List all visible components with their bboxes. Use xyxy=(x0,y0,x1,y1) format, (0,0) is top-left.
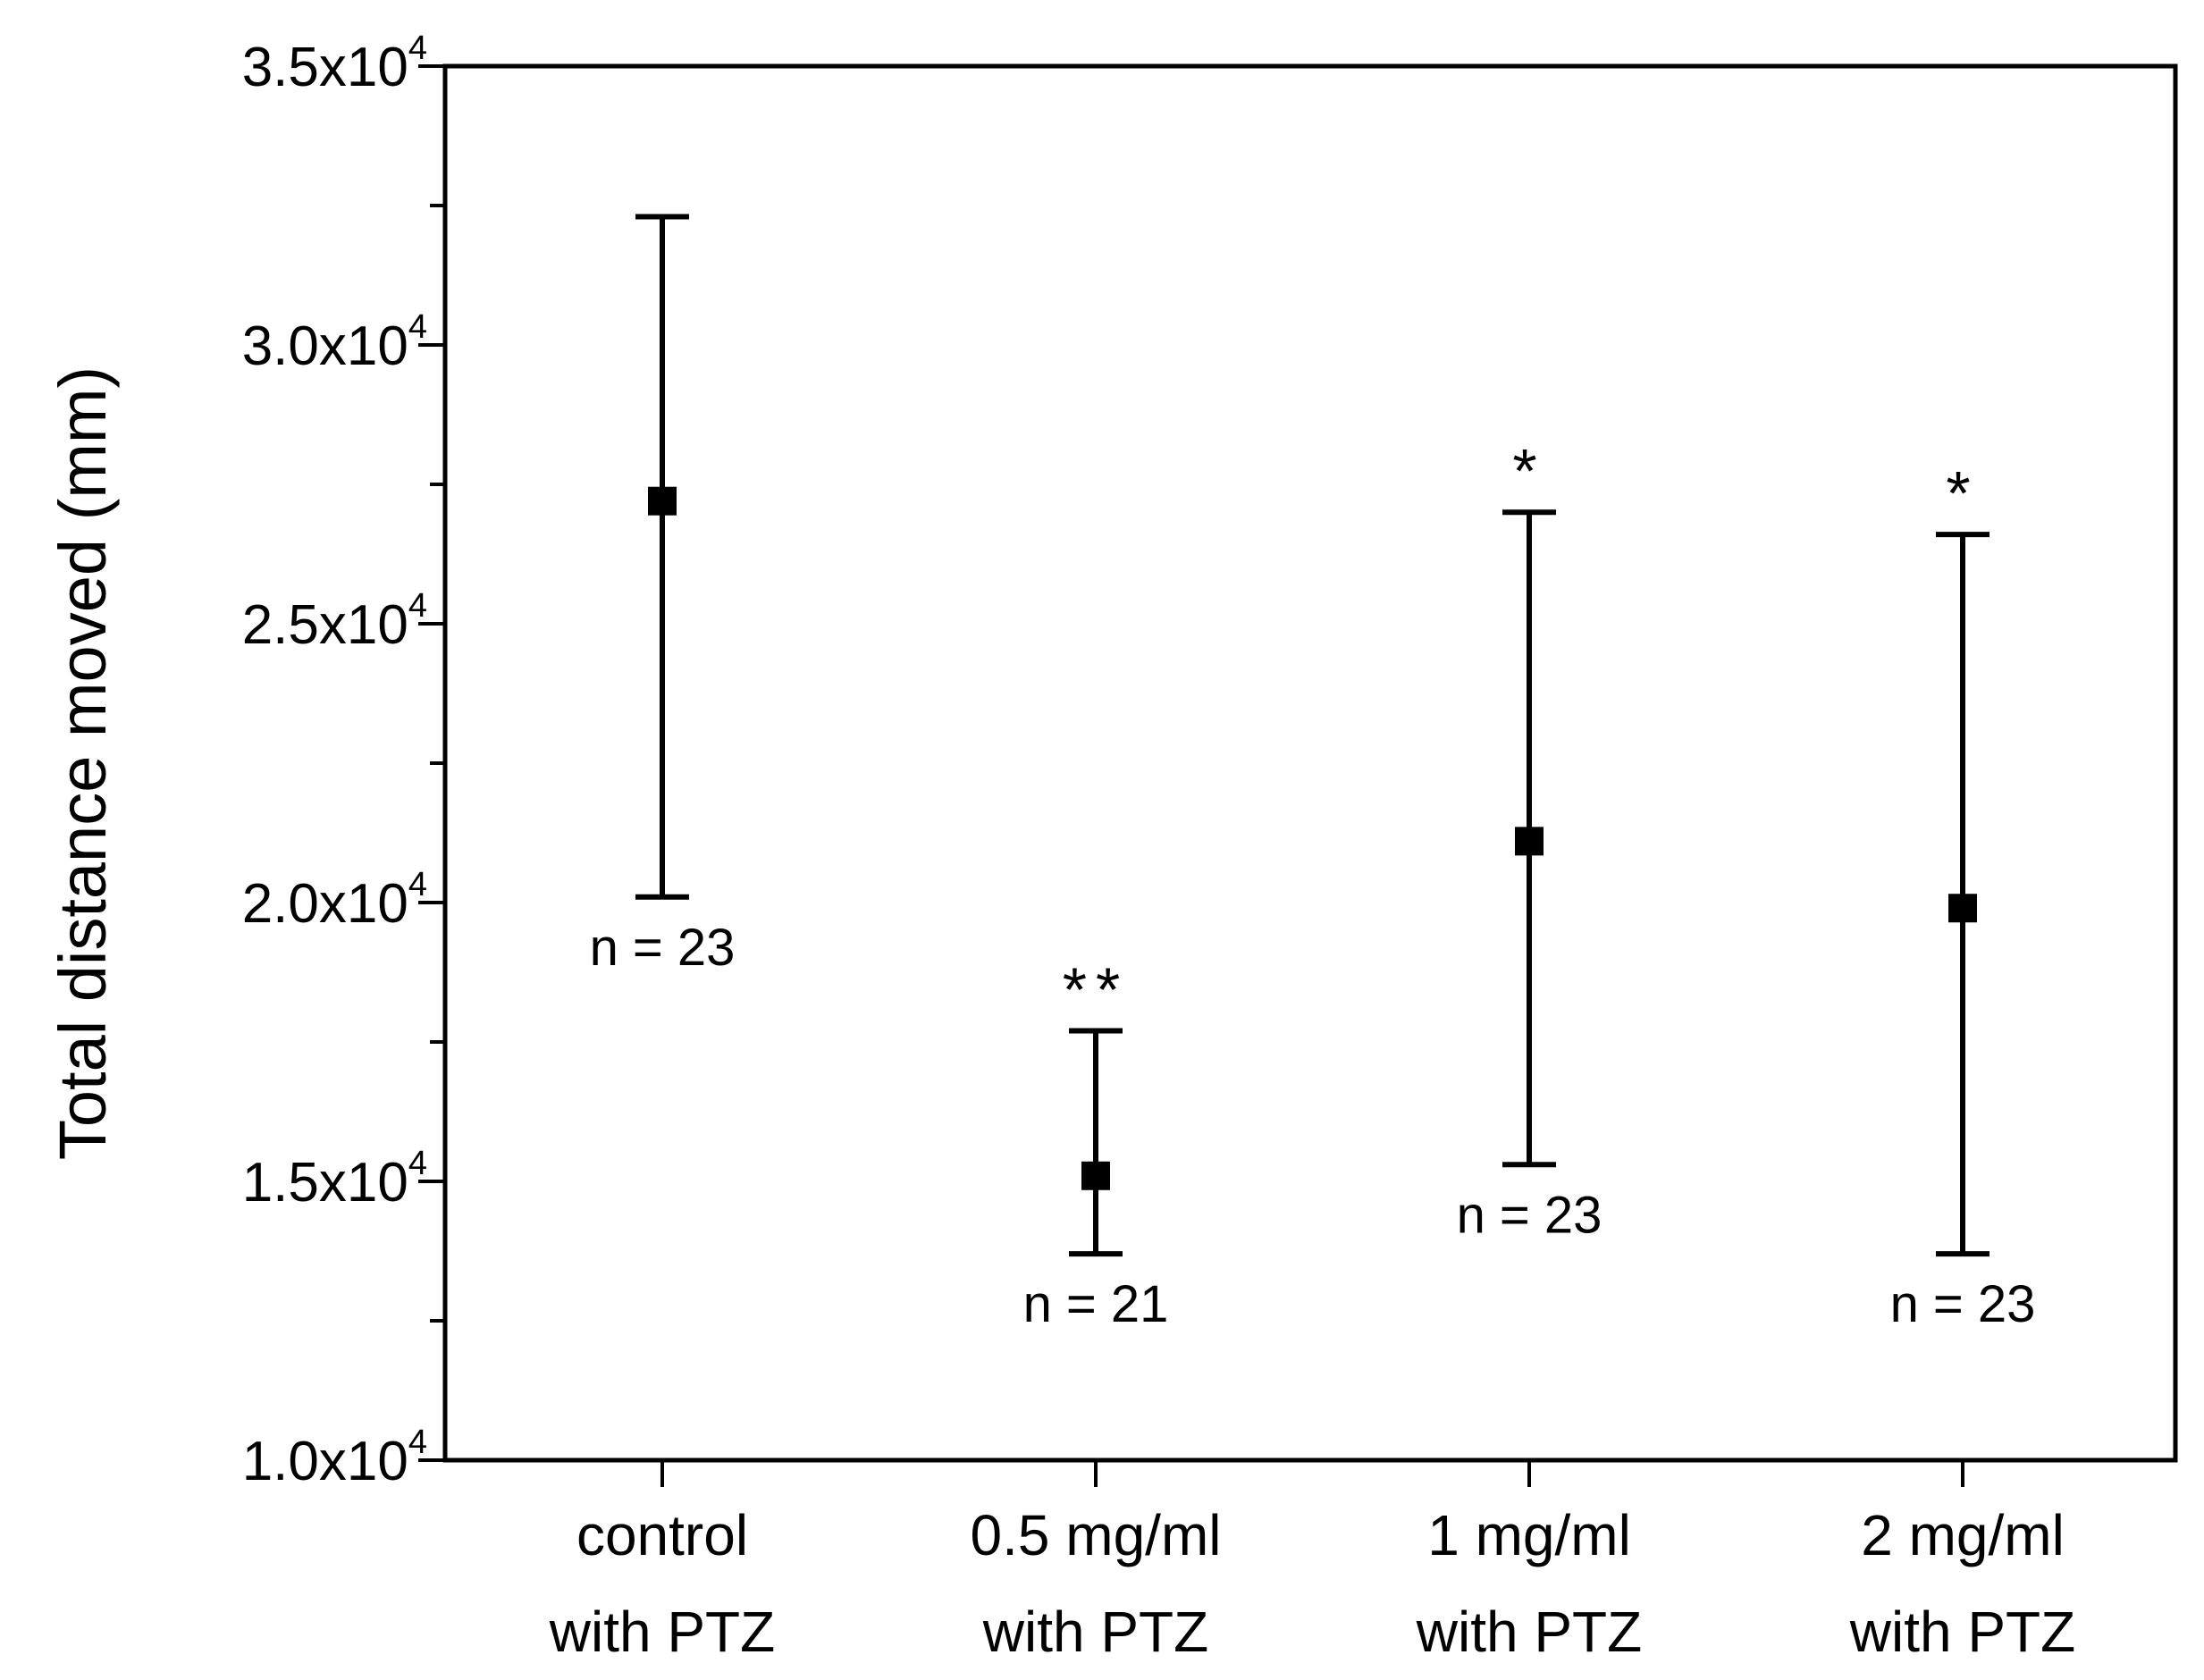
y-axis-label: Total distance moved (mm) xyxy=(46,366,120,1160)
y-axis-ticks: 1.0x1041.5x1042.0x1042.5x1043.0x1043.5x1… xyxy=(242,29,445,1492)
plot-frame xyxy=(442,63,2178,1463)
n-label: n = 23 xyxy=(590,919,736,977)
x-tick-label-line: 0.5 mg/ml xyxy=(971,1503,1222,1567)
n-label: n = 21 xyxy=(1023,1275,1169,1333)
y-tick-label: 2.0x104 xyxy=(242,866,427,935)
x-tick-label: 1 mg/ml with PTZ xyxy=(1416,1503,1642,1664)
significance-label: * xyxy=(1946,458,1979,528)
x-tick-label-line: with PTZ xyxy=(549,1600,775,1664)
x-tick-label-line: with PTZ xyxy=(1849,1600,2075,1664)
significance-label: ** xyxy=(1063,955,1129,1025)
x-tick-label-line: with PTZ xyxy=(1416,1600,1642,1664)
y-tick-mantissa: 3.0x10 xyxy=(242,315,408,377)
y-tick-label: 1.5x104 xyxy=(242,1145,427,1214)
x-tick-label-line: 2 mg/ml xyxy=(1861,1503,2065,1567)
x-tick-label-line: control xyxy=(576,1503,748,1567)
y-tick-exponent: 4 xyxy=(408,1145,427,1182)
y-tick-mantissa: 2.0x10 xyxy=(242,873,408,935)
y-tick-label: 1.0x104 xyxy=(242,1424,427,1492)
x-axis-ticks: control with PTZ 0.5 mg/ml with PTZ 1 mg/ml w… xyxy=(549,1460,2075,1664)
y-tick-mantissa: 1.5x10 xyxy=(242,1152,408,1214)
y-tick-mantissa: 3.5x10 xyxy=(242,37,408,98)
x-tick-label: control with PTZ xyxy=(549,1503,775,1664)
data-marks: n = 23 n = 21 ** n = 23 * n = 23 * xyxy=(590,214,2036,1333)
y-tick-label: 3.0x104 xyxy=(242,308,427,377)
mean-marker xyxy=(1515,827,1544,856)
y-tick-mantissa: 2.5x10 xyxy=(242,594,408,656)
x-tick-label-line: 1 mg/ml xyxy=(1427,1503,1631,1567)
y-tick-exponent: 4 xyxy=(408,308,427,346)
y-tick-mantissa: 1.0x10 xyxy=(242,1431,408,1492)
n-label: n = 23 xyxy=(1890,1275,2036,1333)
y-tick-label: 2.5x104 xyxy=(242,587,427,656)
y-tick-exponent: 4 xyxy=(408,587,427,625)
y-tick-exponent: 4 xyxy=(408,29,427,67)
mean-marker xyxy=(1948,894,1977,923)
mean-marker xyxy=(648,486,677,516)
significance-label: * xyxy=(1512,436,1545,506)
mean-marker xyxy=(1081,1161,1110,1190)
x-tick-label-line: with PTZ xyxy=(982,1600,1208,1664)
y-tick-exponent: 4 xyxy=(408,866,427,903)
y-tick-label: 3.5x104 xyxy=(242,29,427,98)
n-label: n = 23 xyxy=(1457,1186,1603,1244)
x-tick-label: 2 mg/ml with PTZ xyxy=(1849,1503,2075,1664)
y-tick-exponent: 4 xyxy=(408,1424,427,1461)
x-tick-label: 0.5 mg/ml with PTZ xyxy=(971,1503,1222,1664)
